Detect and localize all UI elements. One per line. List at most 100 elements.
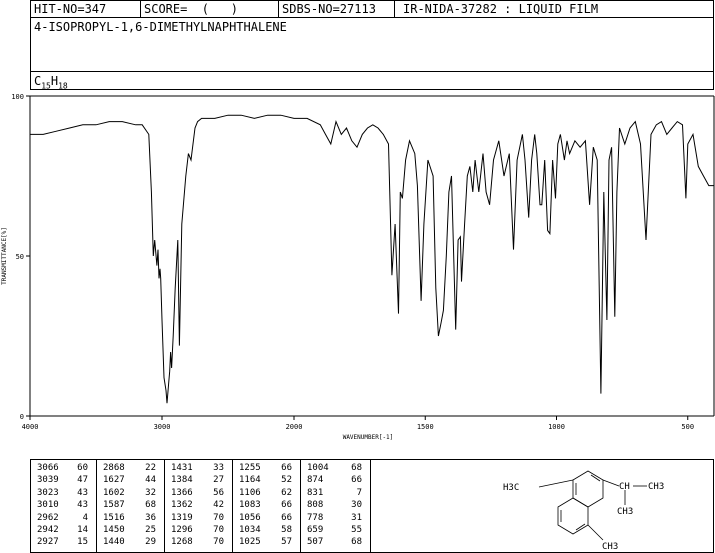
peak-wavenumber: 1384 [171, 475, 193, 486]
peak-row: 1296 70 [165, 524, 232, 536]
x-tick-label: 1500 [417, 423, 434, 431]
ring-upper [572, 470, 604, 508]
peak-transmittance: 68 [145, 500, 156, 511]
spectrum-header: HIT-NO=347 SCORE= ( ) SDBS-NO=27113 IR-N… [30, 0, 714, 90]
label-ch3-right: CH3 [648, 482, 664, 492]
peak-wavenumber: 3010 [37, 500, 59, 511]
peak-transmittance: 62 [281, 487, 292, 498]
peak-row: 1268 70 [165, 536, 232, 548]
peak-transmittance: 70 [213, 537, 224, 548]
peak-transmittance: 27 [213, 475, 224, 486]
peak-transmittance: 66 [281, 463, 292, 473]
peak-row: 1056 66 [233, 512, 300, 524]
peak-transmittance: 68 [351, 463, 362, 473]
score: SCORE= ( ) [141, 1, 279, 17]
peak-row: 831 7 [301, 487, 370, 499]
peak-transmittance: 30 [351, 500, 362, 511]
peak-row: 1587 68 [97, 499, 164, 511]
peak-transmittance: 32 [145, 487, 156, 498]
peak-transmittance: 25 [145, 524, 156, 535]
peak-transmittance: 60 [77, 463, 88, 473]
label-ch3-mid: CH3 [617, 507, 633, 517]
peak-column: 1004 68 874 66 831 7 808 30 778 31 659 55 507 68 [301, 460, 371, 553]
x-tick-label: 500 [681, 423, 694, 431]
peak-wavenumber: 507 [307, 537, 324, 548]
peak-row: 1440 29 [97, 536, 164, 548]
peak-transmittance: 14 [77, 524, 88, 535]
peak-transmittance: 36 [145, 512, 156, 523]
peak-row: 3039 47 [31, 474, 96, 486]
compound-name: 4-ISOPROPYL-1,6-DIMETHYLNAPHTHALENE [34, 20, 287, 34]
label-h3c: H3C [503, 483, 519, 493]
peak-transmittance: 66 [281, 512, 292, 523]
peak-row: 1450 25 [97, 524, 164, 536]
sdbs-number: SDBS-NO=27113 [279, 1, 395, 17]
hit-number: HIT-NO=347 [31, 1, 141, 17]
peak-row: 778 31 [301, 512, 370, 524]
peak-column: 1431 33 1384 27 1366 56 1362 42 1319 70 1296 70 1268… [165, 460, 233, 553]
peak-transmittance: 47 [77, 475, 88, 486]
peak-transmittance: 22 [145, 463, 156, 473]
y-axis-ticks: 0 50 100 [11, 93, 30, 421]
spectrum-line [30, 114, 714, 404]
peak-wavenumber: 1106 [239, 487, 261, 498]
peak-row: 1034 58 [233, 524, 300, 536]
peak-row: 2927 15 [31, 536, 96, 548]
x-axis-label: WAVENUMBER[-1] [343, 434, 394, 441]
molecular-formula: C15H18 [34, 74, 68, 91]
peak-row: 1366 56 [165, 487, 232, 499]
peak-transmittance: 68 [351, 537, 362, 548]
peak-row: 1025 57 [233, 536, 300, 548]
y-tick-label: 50 [16, 253, 24, 261]
peak-wavenumber: 1034 [239, 524, 261, 535]
peak-row: 1106 62 [233, 487, 300, 499]
peak-wavenumber: 2942 [37, 524, 59, 535]
peak-transmittance: 57 [281, 537, 292, 548]
peak-row: 1602 32 [97, 487, 164, 499]
x-axis-ticks: 4000 3000 2000 1500 1000 500 [22, 416, 694, 431]
methyl-bond-bottom [587, 524, 604, 541]
peak-transmittance: 43 [77, 487, 88, 498]
peak-wavenumber: 874 [307, 475, 324, 486]
peak-wavenumber: 1025 [239, 537, 261, 548]
peak-transmittance: 56 [213, 487, 224, 498]
methyl-bond-left [538, 479, 574, 488]
peak-transmittance: 70 [213, 512, 224, 523]
peak-row: 1362 42 [165, 499, 232, 511]
peak-wavenumber: 3023 [37, 487, 59, 498]
peak-wavenumber: 1004 [307, 463, 329, 473]
peak-wavenumber: 1450 [103, 524, 125, 535]
structure-diagram: H3C CH CH3 CH3 CH3 [503, 470, 664, 552]
y-tick-label: 0 [20, 413, 24, 421]
peak-transmittance: 44 [145, 475, 156, 486]
peak-row: 1384 27 [165, 474, 232, 486]
peak-wavenumber: 1319 [171, 512, 193, 523]
peak-wavenumber: 1431 [171, 463, 193, 473]
peak-column: 1255 66 1164 52 1106 62 1083 66 1056 66 1034 58 1025… [233, 460, 301, 553]
peak-transmittance: 55 [351, 524, 362, 535]
peak-wavenumber: 1296 [171, 524, 193, 535]
peak-wavenumber: 831 [307, 487, 324, 498]
peak-column: 3066 60 3039 47 3023 43 3010 43 2962 4 2942 14 2927 1… [31, 460, 97, 553]
peak-wavenumber: 778 [307, 512, 324, 523]
peak-row: 1164 52 [233, 474, 300, 486]
peak-wavenumber: 1366 [171, 487, 193, 498]
peak-wavenumber: 1587 [103, 500, 125, 511]
peak-transmittance: 33 [213, 463, 224, 473]
peak-transmittance: 42 [213, 500, 224, 511]
ring-lower [557, 497, 589, 535]
label-ch: CH [619, 482, 630, 492]
peak-transmittance: 7 [356, 487, 362, 498]
peak-wavenumber: 3066 [37, 463, 59, 473]
peak-wavenumber: 1516 [103, 512, 125, 523]
peak-row: 1319 70 [165, 512, 232, 524]
peak-row: 1516 36 [97, 512, 164, 524]
peak-wavenumber: 1440 [103, 537, 125, 548]
peak-transmittance: 15 [77, 537, 88, 548]
peak-row: 1004 68 [301, 462, 370, 474]
x-tick-label: 3000 [154, 423, 171, 431]
peak-row: 1431 33 [165, 462, 232, 474]
inner-bond [575, 523, 586, 531]
peak-wavenumber: 1602 [103, 487, 125, 498]
x-tick-label: 2000 [286, 423, 303, 431]
